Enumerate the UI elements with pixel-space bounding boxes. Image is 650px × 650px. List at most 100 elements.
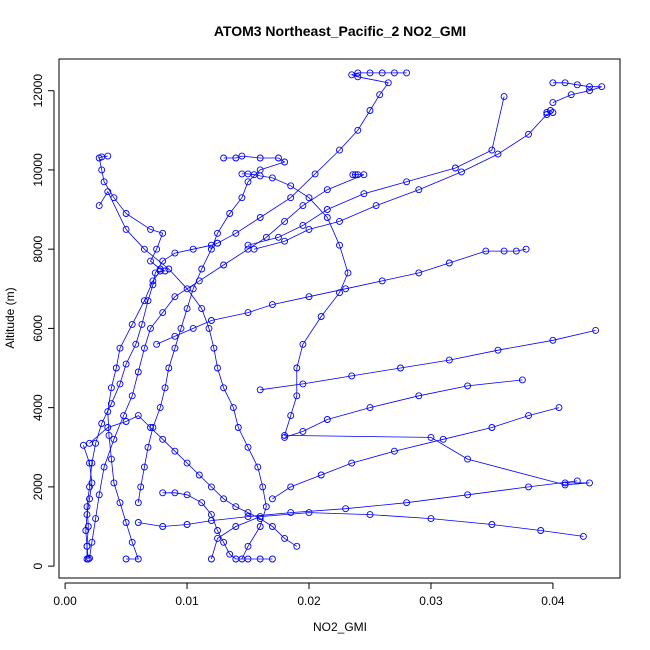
data-point	[344, 269, 352, 277]
data-point	[95, 202, 103, 210]
data-point	[134, 412, 142, 420]
data-point	[323, 416, 331, 423]
data-point	[354, 171, 362, 179]
data-point	[366, 107, 374, 114]
data-point	[598, 83, 606, 91]
data-point	[376, 91, 384, 99]
data-point	[522, 245, 530, 253]
data-point	[458, 168, 465, 176]
data-point	[427, 515, 435, 523]
data-point	[354, 73, 362, 81]
data-point	[349, 171, 357, 179]
series-line	[217, 72, 407, 244]
data-point	[159, 309, 167, 317]
data-point	[214, 527, 221, 534]
data-point	[366, 69, 374, 77]
data-point	[537, 527, 545, 534]
data-point	[256, 523, 264, 530]
data-point	[220, 384, 228, 392]
data-point	[275, 154, 282, 162]
series-profile-9	[250, 107, 557, 253]
data-point	[238, 194, 246, 202]
data-point	[122, 555, 130, 563]
y-axis-label: Altitude (m)	[3, 287, 17, 348]
data-point	[287, 483, 295, 491]
data-point	[207, 517, 215, 525]
data-point	[439, 435, 447, 443]
data-point	[561, 481, 569, 489]
data-point	[134, 555, 142, 563]
data-point	[147, 424, 154, 431]
data-point	[82, 527, 90, 534]
data-point	[122, 360, 130, 368]
data-point	[183, 459, 191, 467]
data-point	[171, 489, 179, 497]
series-line	[272, 407, 560, 500]
data-point	[378, 277, 386, 285]
data-point	[128, 538, 136, 546]
data-point	[147, 257, 154, 265]
data-point	[299, 202, 307, 210]
data-point	[384, 79, 392, 87]
data-point	[549, 99, 557, 107]
data-point	[305, 293, 313, 301]
data-point	[226, 210, 234, 217]
data-point	[189, 285, 197, 293]
data-point	[256, 515, 264, 523]
data-point	[403, 499, 411, 507]
data-point	[287, 182, 295, 190]
data-point	[256, 386, 264, 394]
data-point	[149, 424, 157, 431]
data-point	[95, 491, 103, 499]
data-point	[336, 146, 343, 154]
data-point	[348, 71, 356, 79]
series-profile-13	[256, 326, 600, 394]
data-point	[229, 404, 237, 412]
data-point	[445, 356, 453, 364]
data-point	[159, 229, 167, 237]
data-point	[259, 483, 267, 491]
series-line	[260, 330, 596, 391]
data-point	[110, 435, 118, 443]
y-tick-label: 12000	[31, 74, 45, 108]
data-point	[153, 340, 161, 348]
data-point	[104, 408, 112, 416]
data-point	[244, 555, 252, 563]
data-point	[159, 489, 167, 497]
data-point	[287, 509, 295, 517]
data-point	[464, 491, 472, 499]
data-point	[250, 245, 258, 253]
series-line	[247, 96, 505, 246]
data-point	[275, 233, 282, 241]
data-point	[138, 320, 146, 328]
data-point	[281, 534, 289, 542]
data-point	[171, 249, 179, 257]
data-point	[464, 382, 472, 390]
data-point	[189, 245, 197, 253]
data-point	[500, 93, 508, 101]
data-point	[360, 190, 368, 198]
data-point	[281, 217, 289, 225]
series-profile-3	[86, 171, 368, 562]
data-point	[403, 69, 411, 77]
series-profile-5	[95, 188, 270, 563]
series-profile-7	[134, 152, 289, 507]
series-line	[156, 248, 527, 345]
data-point	[287, 194, 295, 202]
data-point	[268, 555, 276, 563]
series-profile-18	[86, 412, 301, 550]
data-point	[210, 344, 218, 352]
data-point	[268, 301, 276, 309]
data-point	[354, 69, 362, 77]
data-point	[317, 313, 325, 320]
data-point	[323, 186, 331, 194]
data-point	[207, 483, 215, 491]
data-point	[299, 340, 307, 348]
data-point	[220, 495, 228, 503]
x-tick-label: 0.02	[297, 594, 321, 608]
series-profile-6	[238, 170, 593, 489]
data-point	[104, 152, 112, 160]
data-point	[220, 538, 228, 546]
x-tick-label: 0.03	[419, 594, 443, 608]
y-tick-label: 10000	[31, 153, 45, 187]
